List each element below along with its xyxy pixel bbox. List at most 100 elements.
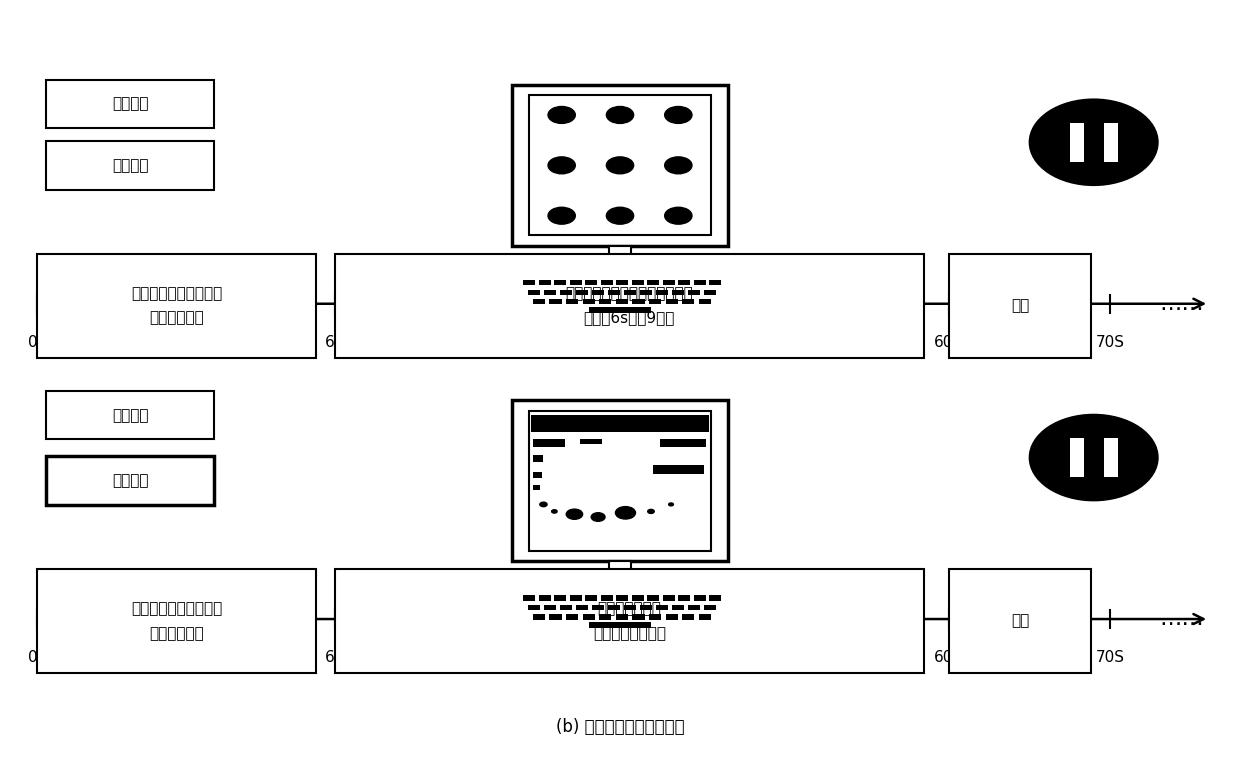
FancyBboxPatch shape [528,95,712,235]
Bar [647,280,660,285]
Bar [531,414,709,431]
Bar [662,280,675,285]
FancyBboxPatch shape [37,254,316,358]
Text: 0S: 0S [27,650,47,665]
Bar [532,484,539,491]
Bar [591,290,604,295]
Circle shape [647,509,655,514]
Circle shape [665,106,692,123]
Bar [532,454,543,462]
Circle shape [606,106,634,123]
Bar [583,614,595,620]
Text: 映射视频: 映射视频 [112,473,149,488]
Bar [1070,438,1084,477]
Text: 0S: 0S [27,335,47,350]
Bar [569,595,582,601]
Bar [560,290,572,295]
Bar [632,614,645,620]
Bar [533,299,546,305]
Bar [652,464,704,474]
Bar [580,438,601,444]
Text: (b) 映射视频采集实验范式: (b) 映射视频采集实验范式 [556,717,684,736]
Bar [532,439,565,447]
Bar [693,280,706,285]
Circle shape [591,513,605,521]
Bar [560,605,572,610]
Bar [549,299,562,305]
Text: 70S: 70S [1095,335,1125,350]
FancyBboxPatch shape [511,85,728,246]
Bar [538,280,551,285]
Circle shape [548,157,575,174]
Bar [600,595,613,601]
Bar [1070,123,1084,161]
Circle shape [552,510,557,513]
Ellipse shape [1029,98,1158,186]
Circle shape [548,106,575,123]
Bar [532,471,542,478]
Text: 准备阶段，采集者点击
标定视频按钮: 准备阶段，采集者点击 标定视频按钮 [131,286,222,325]
Bar [577,290,588,295]
Text: 标定视频: 标定视频 [112,96,149,112]
Bar [616,595,629,601]
Bar [523,280,536,285]
Bar [682,614,694,620]
FancyBboxPatch shape [46,456,213,504]
Bar [565,614,578,620]
Bar [599,614,611,620]
Bar [672,290,684,295]
Text: ……: …… [1159,609,1204,629]
Circle shape [665,208,692,225]
FancyBboxPatch shape [511,400,728,561]
Text: 休息: 休息 [1011,298,1029,313]
Bar [709,595,722,601]
Ellipse shape [1029,414,1158,501]
Bar [528,290,541,295]
Bar [1104,438,1117,477]
FancyBboxPatch shape [949,254,1091,358]
Bar [666,614,678,620]
Bar [704,290,717,295]
Circle shape [606,157,634,174]
Circle shape [668,503,673,506]
FancyBboxPatch shape [609,246,631,275]
FancyBboxPatch shape [37,569,316,673]
Bar [709,280,722,285]
Bar [608,605,620,610]
Bar [565,299,578,305]
Bar [632,299,645,305]
Bar [649,614,661,620]
Bar [589,622,651,628]
Bar [544,605,557,610]
Bar [649,299,661,305]
Bar [533,614,546,620]
Bar [600,280,613,285]
Text: 6S: 6S [325,335,345,350]
Text: ……: …… [1159,294,1204,314]
Circle shape [539,502,547,507]
Text: 60S: 60S [934,335,963,350]
Bar [624,605,636,610]
Bar [624,290,636,295]
Bar [647,595,660,601]
Text: 准备阶段，采集者点击
映射视频按钮: 准备阶段，采集者点击 映射视频按钮 [131,601,222,641]
Bar [549,614,562,620]
Bar [678,280,691,285]
Bar [569,280,582,285]
Polygon shape [474,275,766,318]
Bar [523,595,536,601]
FancyBboxPatch shape [528,411,712,551]
Bar [544,290,557,295]
Bar [656,290,668,295]
Bar [631,595,644,601]
Bar [640,605,652,610]
Bar [666,299,678,305]
Circle shape [548,208,575,225]
Bar [554,280,567,285]
Bar [616,614,627,620]
FancyBboxPatch shape [46,391,213,440]
Bar [699,299,711,305]
Bar [688,290,701,295]
Bar [682,299,694,305]
Text: 70S: 70S [1095,650,1125,665]
